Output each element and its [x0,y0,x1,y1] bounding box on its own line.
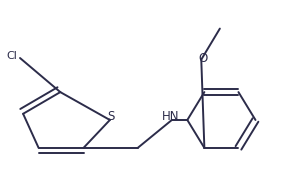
Text: HN: HN [162,110,179,123]
Text: Cl: Cl [7,51,18,61]
Text: O: O [198,51,207,64]
Text: S: S [108,110,115,123]
